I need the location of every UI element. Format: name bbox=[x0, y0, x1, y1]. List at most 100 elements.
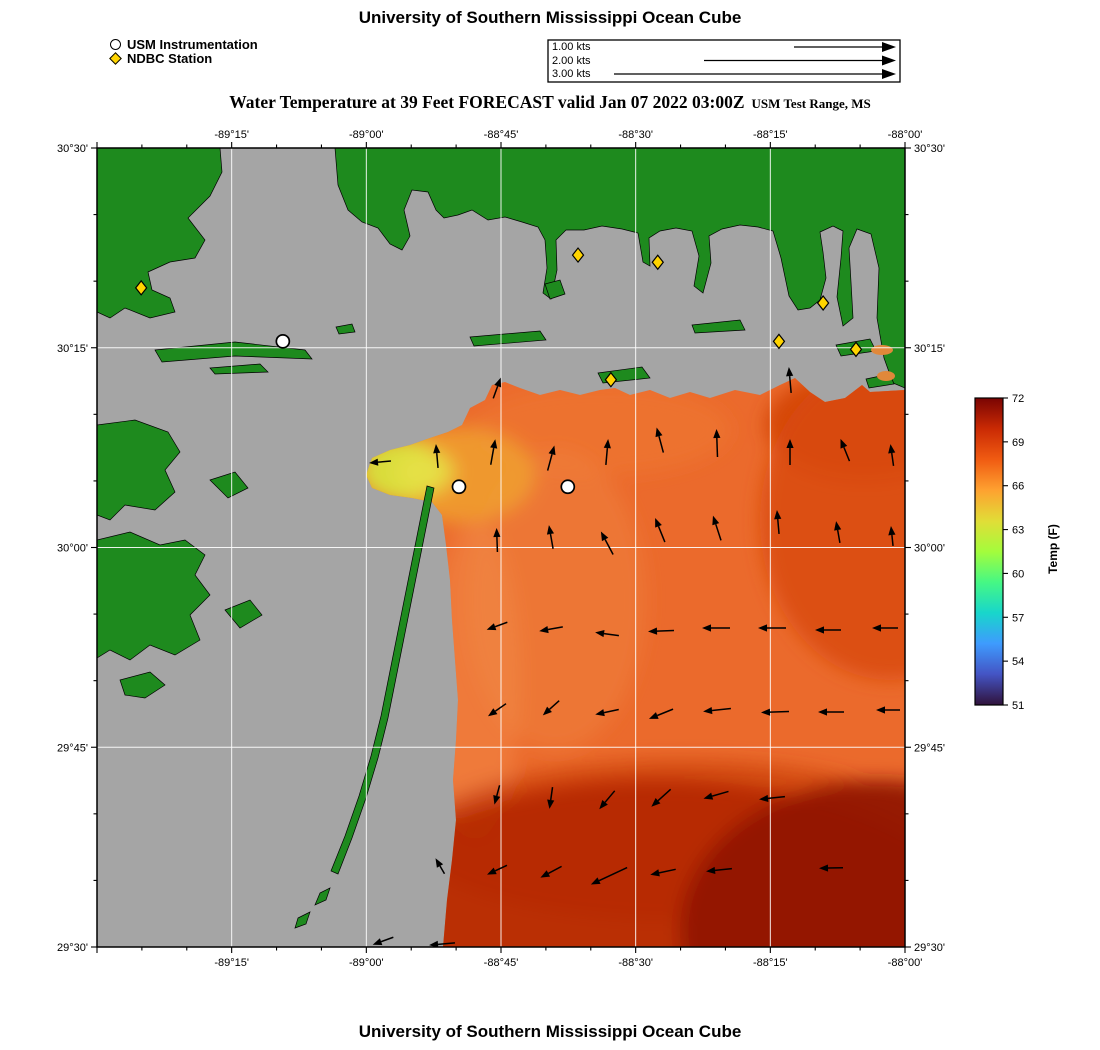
station-markers bbox=[134, 247, 863, 495]
current-vector-head bbox=[703, 706, 713, 715]
current-vector-head bbox=[774, 510, 782, 520]
current-vector-head bbox=[372, 938, 383, 946]
lon-label-top: -88°00' bbox=[888, 129, 923, 141]
colorbar-ticks: 72 69 66 63 60 57 54 51 bbox=[1003, 393, 1024, 712]
current-vector-head bbox=[603, 439, 611, 449]
current-vector-head bbox=[435, 858, 444, 868]
legend-item-usm-instrumentation: USM Instrumentation bbox=[110, 36, 258, 52]
current-vector bbox=[603, 632, 619, 637]
lon-label-top: -89°15' bbox=[214, 129, 249, 141]
lat-label-left: 29°30' bbox=[57, 942, 88, 954]
current-vector-head bbox=[702, 624, 711, 632]
legend-label-usm: USM Instrumentation bbox=[127, 36, 258, 52]
colorbar-tick-label: 66 bbox=[1012, 481, 1024, 493]
legend-label-ndbc: NDBC Station bbox=[127, 50, 213, 66]
west-marsh bbox=[119, 671, 166, 699]
current-vector-head bbox=[872, 624, 881, 632]
current-vector bbox=[549, 787, 554, 801]
current-vector bbox=[547, 626, 563, 631]
current-vector bbox=[843, 446, 851, 462]
island bbox=[294, 911, 311, 929]
current-vector-head bbox=[590, 877, 601, 885]
current-vector-head bbox=[548, 445, 556, 456]
velocity-reference-arrowhead bbox=[882, 69, 896, 79]
lon-label-top: -88°30' bbox=[618, 129, 653, 141]
axis-ticks bbox=[91, 142, 911, 953]
island bbox=[314, 887, 331, 906]
page-title-top: University of Southern Mississippi Ocean… bbox=[358, 8, 742, 27]
colorbar-tick-label: 51 bbox=[1012, 700, 1024, 712]
current-vector bbox=[715, 523, 722, 541]
current-vector-head bbox=[542, 706, 552, 716]
map-plot-area bbox=[97, 148, 905, 947]
current-vector bbox=[788, 375, 792, 394]
ndbc-station-marker bbox=[604, 371, 618, 388]
current-vector-head bbox=[761, 708, 771, 716]
lat-label-right: 30°30' bbox=[914, 143, 945, 155]
current-vector-head bbox=[487, 708, 498, 717]
ndbc-station-marker bbox=[849, 341, 863, 358]
velocity-scale-label-3: 3.00 kts bbox=[552, 68, 591, 80]
usm-instrumentation-marker bbox=[275, 334, 291, 349]
current-vector-head bbox=[539, 625, 549, 634]
ndbc-station-marker bbox=[651, 254, 665, 271]
mainland-coast bbox=[334, 148, 905, 389]
current-vector-head bbox=[818, 708, 827, 716]
current-vector-head bbox=[706, 866, 716, 874]
current-vector bbox=[836, 529, 841, 543]
map-legend: USM Instrumentation NDBC Station bbox=[109, 36, 258, 66]
current-vector-head bbox=[703, 792, 714, 800]
velocity-scale-arrows bbox=[614, 42, 896, 79]
velocity-scale bbox=[547, 39, 901, 83]
current-vector-head bbox=[840, 438, 848, 449]
current-vector bbox=[549, 700, 560, 710]
colorbar-tick-label: 72 bbox=[1012, 393, 1024, 405]
lat-label-right: 30°15' bbox=[914, 343, 945, 355]
island bbox=[469, 330, 547, 347]
usm-instrumentation-marker bbox=[560, 479, 576, 495]
lat-label-left: 30°15' bbox=[57, 343, 88, 355]
current-vector bbox=[716, 437, 719, 458]
axis-tick-labels: -89°15' -89°15' -89°00' -89°00' -88°45' -88°4… bbox=[57, 129, 945, 969]
northwest-marsh bbox=[97, 148, 223, 319]
velocity-scale-box bbox=[547, 39, 901, 83]
current-vector bbox=[435, 452, 439, 469]
island bbox=[154, 341, 313, 363]
current-vector-head bbox=[648, 712, 659, 719]
forecast-subtitle: Water Temperature at 39 Feet FORECAST va… bbox=[0, 92, 1100, 113]
velocity-reference-arrowhead bbox=[882, 42, 896, 52]
current-vector-head bbox=[786, 367, 794, 377]
current-vector bbox=[604, 539, 614, 555]
colorbar-axis-label: Temp (F) bbox=[1046, 524, 1060, 574]
colorbar-tick-label: 60 bbox=[1012, 568, 1024, 580]
lon-label-top: -88°15' bbox=[753, 129, 788, 141]
current-vector bbox=[769, 710, 790, 713]
west-marsh bbox=[97, 419, 181, 521]
colorbar-tick-label: 54 bbox=[1012, 656, 1024, 668]
current-vector-head bbox=[490, 439, 498, 449]
island bbox=[209, 363, 269, 375]
page-title-bottom: University of Southern Mississippi Ocean… bbox=[358, 1022, 742, 1041]
ndbc-station-marker bbox=[772, 333, 786, 350]
velocity-reference-arrowhead bbox=[882, 55, 896, 66]
ndbc-station-icon bbox=[109, 51, 122, 65]
current-vector bbox=[711, 790, 729, 797]
current-vector bbox=[377, 460, 392, 463]
current-vector-head bbox=[369, 458, 379, 466]
current-vector-head bbox=[595, 630, 605, 638]
current-vector-head bbox=[648, 627, 658, 635]
lat-label-left: 30°00' bbox=[57, 543, 88, 555]
current-vector-head bbox=[888, 444, 896, 454]
colorbar-frame bbox=[974, 397, 1004, 706]
current-vector bbox=[439, 865, 446, 875]
island bbox=[209, 471, 249, 499]
lon-label-top: -88°45' bbox=[484, 129, 519, 141]
colorbar-tick-label: 69 bbox=[1012, 437, 1024, 449]
current-vector-head bbox=[650, 869, 660, 877]
current-vector bbox=[492, 385, 499, 399]
current-vector-head bbox=[712, 515, 720, 526]
west-marsh bbox=[97, 531, 211, 661]
current-vector-head bbox=[651, 798, 661, 807]
lat-label-left: 30°30' bbox=[57, 143, 88, 155]
colorbar-tick-label: 57 bbox=[1012, 612, 1024, 624]
